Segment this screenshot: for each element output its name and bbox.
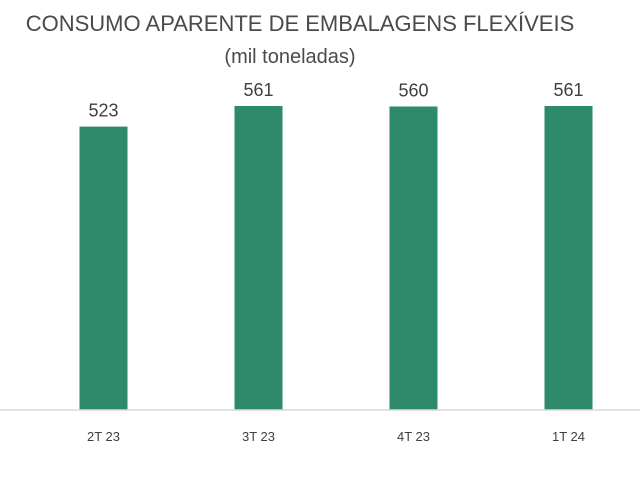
x-tick-label: 3T 23: [242, 429, 275, 444]
bar-4t-23: [389, 106, 438, 410]
data-label: 523: [88, 101, 118, 121]
x-tick-label: 1T 24: [552, 429, 585, 444]
data-label: 560: [398, 81, 428, 101]
bar-1t-24: [544, 106, 593, 410]
chart-title: CONSUMO APARENTE DE EMBALAGENS FLEXÍVEIS: [25, 11, 575, 36]
chart-subtitle: (mil toneladas): [224, 46, 356, 68]
bar-2t-23: [79, 126, 128, 410]
data-label: 561: [553, 80, 583, 100]
bar-3t-23: [234, 106, 283, 410]
x-tick-label: 2T 23: [87, 429, 120, 444]
data-label: 561: [243, 80, 273, 100]
x-tick-label: 4T 23: [397, 429, 430, 444]
